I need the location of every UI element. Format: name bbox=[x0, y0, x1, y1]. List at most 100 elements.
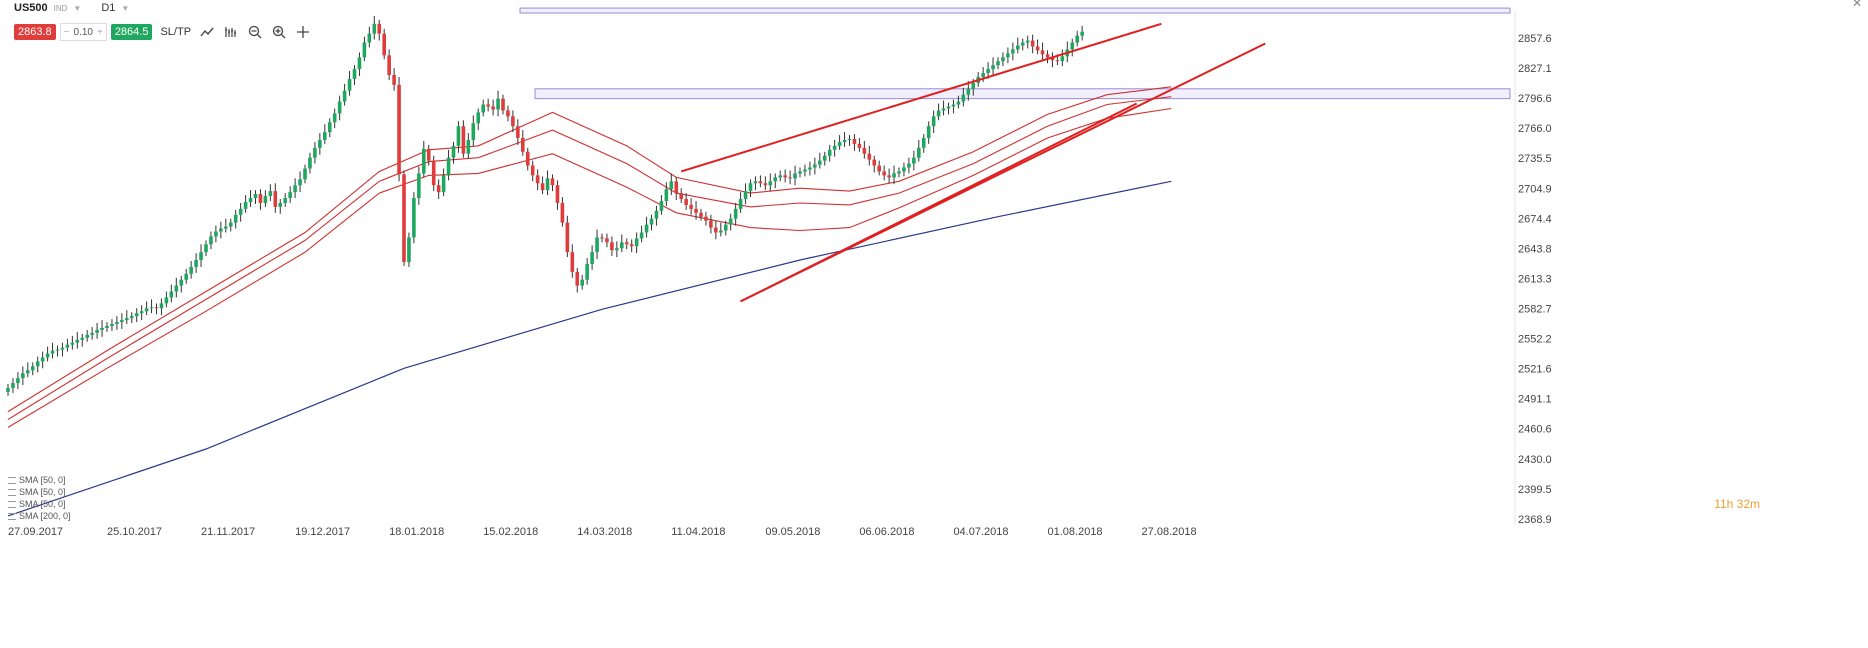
menu-icon[interactable] bbox=[8, 512, 16, 520]
legend-item[interactable]: SMA [50, 0] bbox=[8, 498, 71, 510]
candle-body bbox=[189, 266, 193, 274]
candle-body bbox=[258, 194, 263, 203]
candle-body bbox=[337, 101, 342, 114]
candle-body bbox=[377, 23, 382, 34]
candle-body bbox=[422, 148, 426, 174]
candle-body bbox=[228, 222, 233, 227]
zoom-in-icon[interactable] bbox=[271, 24, 287, 40]
candle-body bbox=[758, 181, 763, 184]
y-tick-label: 2796.6 bbox=[1518, 93, 1552, 105]
y-tick-label: 2430.0 bbox=[1518, 454, 1552, 466]
candle-body bbox=[654, 210, 659, 219]
candle-body bbox=[679, 193, 683, 200]
candle-body bbox=[931, 116, 936, 127]
candle-body bbox=[832, 145, 837, 150]
menu-icon[interactable] bbox=[8, 488, 16, 496]
candle-body bbox=[917, 147, 921, 158]
x-tick-label: 19.12.2017 bbox=[295, 526, 350, 538]
sell-button[interactable]: 2863.8 bbox=[14, 24, 56, 40]
indicator-legend: SMA [50, 0] SMA [50, 0] SMA [50, 0] SMA … bbox=[8, 474, 71, 522]
timeframe-label[interactable]: D1 bbox=[101, 2, 116, 14]
legend-label: SMA [50, 0] bbox=[19, 487, 66, 497]
candle-body bbox=[1016, 45, 1020, 50]
buy-button[interactable]: 2864.5 bbox=[110, 24, 153, 40]
candle-body bbox=[45, 353, 50, 358]
candle-body bbox=[941, 108, 946, 111]
x-tick-label: 21.11.2017 bbox=[201, 526, 255, 538]
volume-value[interactable]: 0.10 bbox=[73, 26, 93, 38]
candle-body bbox=[634, 238, 639, 247]
x-tick-label: 01.08.2018 bbox=[1048, 526, 1103, 538]
candle-body bbox=[318, 139, 322, 148]
candle-body bbox=[75, 339, 80, 343]
close-icon[interactable]: ✕ bbox=[1851, 0, 1862, 10]
toolbar: US500 IND ▼ D1 ▼ 2863.8 − 0.10 + 2864.5 … bbox=[14, 2, 334, 42]
candle-body bbox=[1050, 57, 1055, 61]
sma200-line bbox=[7, 180, 1172, 517]
candle-body bbox=[600, 237, 604, 239]
candle-body bbox=[194, 260, 198, 267]
y-tick-label: 2368.9 bbox=[1518, 514, 1552, 526]
candle-body bbox=[387, 55, 391, 76]
symbol-label[interactable]: US500 bbox=[14, 2, 48, 14]
x-tick-label: 18.01.2018 bbox=[389, 526, 444, 538]
legend-item[interactable]: SMA [50, 0] bbox=[8, 474, 71, 486]
line-chart-icon[interactable] bbox=[199, 24, 215, 40]
candle-body bbox=[397, 84, 401, 175]
symbol-dropdown-icon[interactable]: ▼ bbox=[73, 3, 82, 13]
candle-body bbox=[501, 98, 505, 111]
candle-body bbox=[946, 106, 951, 109]
menu-icon[interactable] bbox=[8, 500, 16, 508]
candle-body bbox=[719, 230, 723, 233]
candle-body bbox=[813, 164, 817, 168]
candle-body bbox=[1025, 40, 1030, 43]
candle-body bbox=[773, 177, 778, 182]
legend-item[interactable]: SMA [200, 0] bbox=[8, 510, 71, 522]
zoom-out-icon[interactable] bbox=[247, 24, 263, 40]
candle-body bbox=[214, 231, 218, 237]
candle-body bbox=[714, 227, 718, 233]
timeframe-dropdown-icon[interactable]: ▼ bbox=[121, 3, 130, 13]
candle-body bbox=[110, 324, 114, 326]
candle-body bbox=[60, 347, 65, 350]
sltp-button[interactable]: SL/TP bbox=[160, 26, 192, 38]
candle-body bbox=[21, 373, 25, 379]
candle-body bbox=[426, 148, 431, 161]
candle-body bbox=[545, 178, 550, 191]
candle-body bbox=[971, 82, 976, 89]
volume-stepper[interactable]: − 0.10 + bbox=[59, 23, 107, 41]
candle-body bbox=[278, 202, 283, 207]
candle-body bbox=[154, 307, 159, 309]
candle-body bbox=[95, 329, 99, 333]
candle-body bbox=[1020, 42, 1025, 46]
increase-icon[interactable]: + bbox=[96, 26, 103, 38]
legend-label: SMA [200, 0] bbox=[19, 511, 71, 521]
x-tick-label: 27.08.2018 bbox=[1142, 526, 1197, 538]
candle-body bbox=[357, 57, 362, 70]
candle-body bbox=[402, 174, 406, 263]
candle-body bbox=[624, 242, 629, 245]
candle-body bbox=[496, 98, 500, 110]
candle-body bbox=[372, 23, 377, 34]
legend-item[interactable]: SMA [50, 0] bbox=[8, 486, 71, 498]
candle-body bbox=[407, 237, 411, 263]
candle-body bbox=[26, 370, 30, 374]
trendline bbox=[740, 42, 1266, 303]
candle-body bbox=[273, 191, 278, 207]
candle-body bbox=[1011, 49, 1015, 54]
candle-body bbox=[639, 232, 644, 239]
candle-body bbox=[80, 337, 85, 340]
decrease-icon[interactable]: − bbox=[63, 26, 70, 38]
crosshair-icon[interactable] bbox=[295, 24, 311, 40]
candle-body bbox=[674, 181, 679, 194]
menu-icon[interactable] bbox=[8, 476, 16, 484]
y-tick-label: 2674.4 bbox=[1518, 213, 1552, 225]
bar-chart-icon[interactable] bbox=[223, 24, 239, 40]
instrument-class-tag: IND bbox=[53, 3, 68, 13]
candle-body bbox=[842, 139, 847, 142]
candle-body bbox=[293, 185, 297, 193]
candle-body bbox=[862, 147, 867, 154]
y-tick-label: 2643.8 bbox=[1518, 243, 1552, 255]
y-tick-label: 2399.5 bbox=[1518, 484, 1552, 496]
